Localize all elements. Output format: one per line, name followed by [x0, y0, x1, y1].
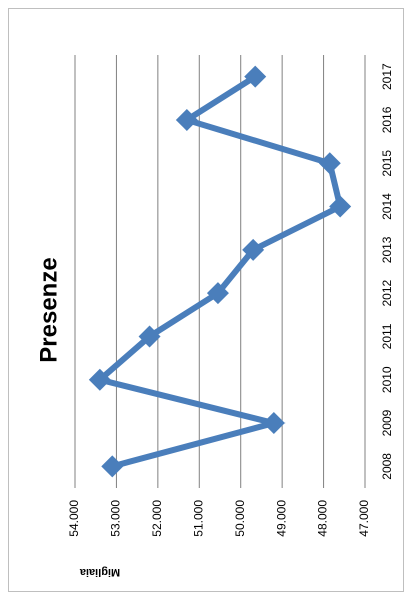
- data-point: [242, 238, 265, 261]
- y-tick-label: 47.000: [357, 500, 371, 537]
- data-point: [138, 325, 161, 348]
- x-tick-label: 2014: [380, 193, 394, 220]
- y-tick-label: 54.000: [67, 500, 81, 537]
- y-tick-label: 48.000: [316, 500, 330, 537]
- y-tick-label: 52.000: [150, 500, 164, 537]
- axis-title: Migliaia: [79, 566, 120, 578]
- x-tick-label: 2017: [380, 63, 394, 90]
- data-point: [206, 282, 229, 305]
- data-point: [329, 195, 352, 218]
- x-tick-label: 2016: [380, 106, 394, 133]
- chart-title: Presenze: [35, 257, 62, 362]
- data-line: [93, 74, 344, 470]
- data-point: [244, 65, 267, 88]
- data-point: [175, 108, 198, 131]
- data-point: [318, 152, 341, 175]
- x-tick-label: 2010: [380, 366, 394, 393]
- y-tick-label: 53.000: [109, 500, 123, 537]
- x-tick-label: 2008: [380, 453, 394, 480]
- x-tick-label: 2013: [380, 236, 394, 263]
- data-point: [88, 368, 111, 391]
- y-tick-label: 50.000: [233, 500, 247, 537]
- y-tick-label: 49.000: [274, 500, 288, 537]
- data-point: [262, 412, 285, 435]
- x-tick-label: 2015: [380, 150, 394, 177]
- data-point: [101, 455, 124, 478]
- y-tick-label: 51.000: [191, 500, 205, 537]
- x-tick-label: 2009: [380, 409, 394, 436]
- x-tick-label: 2012: [380, 279, 394, 306]
- x-tick-label: 2011: [380, 323, 394, 349]
